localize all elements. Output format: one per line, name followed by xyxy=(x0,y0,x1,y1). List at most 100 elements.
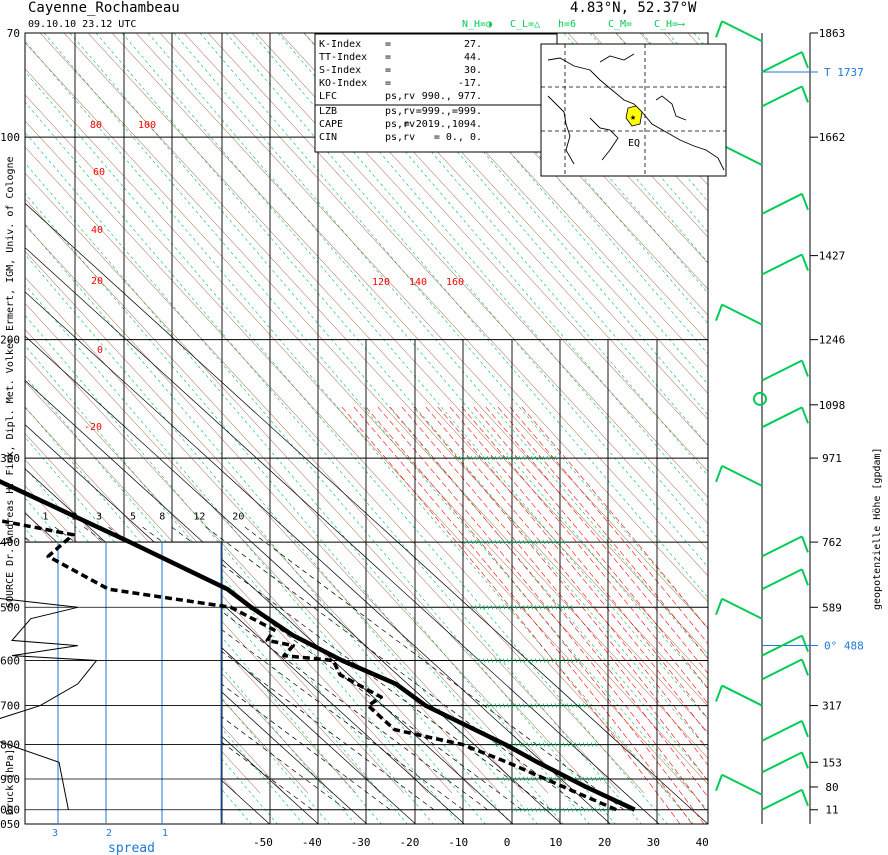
wind-barb-flag xyxy=(801,254,809,271)
special-level-label: T 1737 xyxy=(824,66,864,79)
level-hatch xyxy=(546,455,550,461)
mixing-ratio-label: 20 xyxy=(232,511,244,522)
level-hatch xyxy=(514,776,518,782)
level-hatch xyxy=(478,455,482,461)
level-hatch xyxy=(454,455,458,461)
mixing-ratio-line xyxy=(205,526,586,811)
pressure-tick-label: 100 xyxy=(0,131,20,144)
level-hatch xyxy=(566,703,570,708)
wind-barb xyxy=(721,20,763,43)
level-hatch xyxy=(510,807,514,812)
level-hatch xyxy=(558,703,562,708)
level-hatch xyxy=(498,605,502,610)
level-hatch xyxy=(502,703,506,708)
level-hatch xyxy=(482,539,486,545)
level-hatch xyxy=(546,703,550,708)
level-hatch xyxy=(490,703,494,708)
level-hatch xyxy=(546,776,550,782)
height-tick-label: 1427 xyxy=(819,250,846,263)
cloud-legend-cl: C_L=△ xyxy=(510,19,540,30)
potential-temp-label: 100 xyxy=(138,120,156,131)
level-hatch xyxy=(514,605,518,610)
level-hatch xyxy=(550,455,554,461)
level-hatch xyxy=(518,455,522,461)
dry-adiabat xyxy=(375,33,708,394)
level-hatch xyxy=(538,605,542,610)
potential-temp-label: 80 xyxy=(90,120,102,131)
wind-barb xyxy=(721,684,763,707)
dewpoint-line xyxy=(0,518,617,812)
level-hatch xyxy=(490,539,494,545)
saturated-adiabat xyxy=(507,404,708,645)
isotherm xyxy=(25,247,660,824)
wind-barb xyxy=(761,85,803,108)
pressure-tick-label: 700 xyxy=(0,700,20,713)
level-hatch xyxy=(530,605,534,610)
level-hatch xyxy=(522,539,526,545)
level-hatch xyxy=(594,776,598,782)
level-hatch xyxy=(558,776,562,782)
index-eq: = xyxy=(385,65,391,76)
wind-barb xyxy=(761,634,803,657)
wind-barb xyxy=(761,658,803,681)
saturated-adiabat xyxy=(447,404,708,720)
potential-temp-label: 40 xyxy=(91,225,103,236)
index-eq: ps,rv xyxy=(385,106,415,117)
potential-temp-label: -20 xyxy=(84,422,102,433)
index-name: K-Index xyxy=(319,39,361,50)
cloud-legend-cm: C_M= xyxy=(608,19,632,30)
level-hatch xyxy=(574,807,578,812)
level-hatch xyxy=(494,605,498,610)
index-name: S-Index xyxy=(319,65,361,76)
level-hatch xyxy=(562,703,566,708)
dry-adiabat xyxy=(25,381,405,794)
level-hatch xyxy=(482,455,486,461)
potential-temp-label: 60 xyxy=(93,167,105,178)
level-hatch xyxy=(534,703,538,708)
level-hatch xyxy=(582,776,586,782)
level-hatch xyxy=(582,703,586,708)
isotherm xyxy=(25,291,611,824)
level-hatch xyxy=(570,807,574,812)
level-hatch xyxy=(502,605,506,610)
mixing-ratio-label: 12 xyxy=(193,511,205,522)
wind-barb xyxy=(721,773,763,796)
level-hatch xyxy=(498,539,502,545)
dry-adiabat xyxy=(279,33,708,499)
level-hatch xyxy=(506,539,510,545)
isotherm xyxy=(25,424,465,824)
temp-tick-label: 0 xyxy=(504,836,511,849)
pressure-tick-label: 200 xyxy=(0,334,20,347)
index-value: -17. xyxy=(458,78,482,89)
level-hatch xyxy=(522,455,526,461)
level-hatch xyxy=(514,807,518,812)
wind-barb xyxy=(721,303,763,326)
level-hatch xyxy=(566,742,570,747)
level-hatch xyxy=(530,455,534,461)
level-hatch xyxy=(538,807,542,812)
potential-temp-label: 140 xyxy=(409,277,427,288)
dry-adiabat xyxy=(111,33,708,681)
level-hatch xyxy=(538,742,542,747)
isotherm xyxy=(25,379,514,824)
level-hatch xyxy=(486,605,490,610)
level-hatch xyxy=(578,776,582,782)
dry-adiabat xyxy=(351,33,708,420)
level-hatch xyxy=(530,658,534,663)
dry-adiabat xyxy=(25,224,549,794)
saturated-adiabat xyxy=(411,404,708,766)
level-hatch xyxy=(510,703,514,708)
dry-adiabat xyxy=(303,33,708,472)
level-hatch xyxy=(554,658,558,663)
mixing-ratio-line xyxy=(83,526,464,811)
isotherm xyxy=(25,202,708,824)
level-hatch xyxy=(526,807,530,812)
temp-tick-label: 10 xyxy=(549,836,562,849)
index-name: CAPE xyxy=(319,119,343,130)
pressure-tick-label: 400 xyxy=(0,536,20,549)
dry-adiabat xyxy=(207,33,708,577)
level-hatch xyxy=(462,539,466,545)
level-hatch xyxy=(590,776,594,782)
index-eq: ps,rv xyxy=(385,132,415,143)
level-hatch xyxy=(554,703,558,708)
